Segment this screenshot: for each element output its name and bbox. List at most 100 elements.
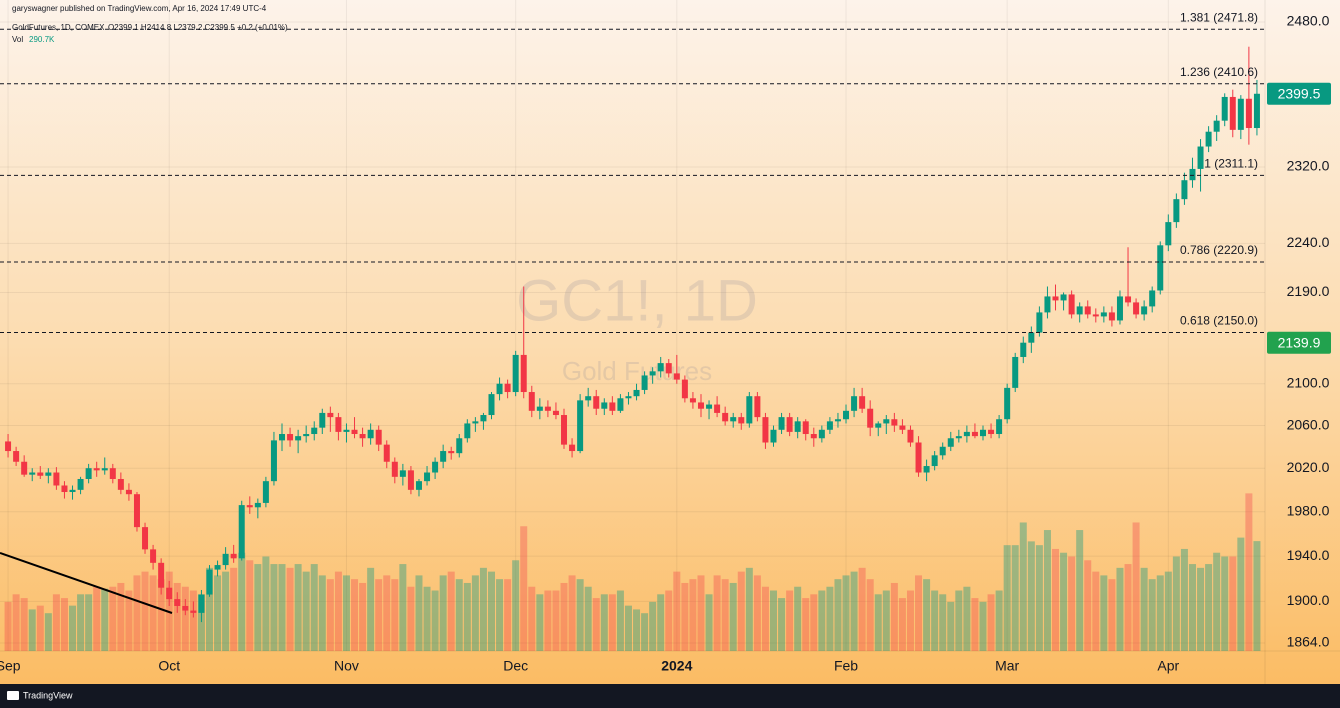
fib-label: 0.786 (2220.9) — [1180, 243, 1258, 257]
volume-bar — [181, 586, 189, 651]
volume-bar — [455, 579, 463, 651]
candle-body — [1149, 290, 1156, 307]
candle-body — [585, 396, 592, 401]
volume-bar — [1100, 575, 1108, 651]
axis-layer: 1864.0 1900.0 1940.0 1980.0 2020.0 2060.0 2100… — [0, 0, 1340, 684]
volume-bar — [238, 552, 246, 651]
volume-bar — [20, 598, 28, 651]
candle-body — [1165, 222, 1172, 246]
volume-bar — [342, 575, 350, 651]
candle-body — [150, 549, 157, 563]
volume-bar — [874, 594, 882, 651]
candle-body — [746, 396, 753, 424]
volume-bar — [197, 594, 205, 651]
volume-bar — [689, 579, 697, 651]
candle-body — [13, 451, 20, 462]
volume-bar — [286, 567, 294, 651]
candle-body — [1245, 98, 1252, 129]
candle-body — [1020, 342, 1027, 357]
volume-bar — [367, 567, 375, 651]
volume-bar — [971, 598, 979, 651]
candle-body — [407, 470, 414, 490]
candle-body — [577, 400, 584, 452]
volume-bar — [1092, 571, 1100, 651]
candle-body — [1173, 199, 1180, 223]
volume-bar — [834, 579, 842, 651]
volume-bar — [681, 582, 689, 651]
candle-body — [432, 461, 439, 473]
watermark-symbol: GC1!, 1D — [516, 268, 758, 333]
volume-bar — [641, 613, 649, 651]
volume-bar — [479, 567, 487, 651]
candle-body — [810, 434, 817, 439]
candle-body — [399, 470, 406, 477]
volume-bar — [1221, 556, 1229, 651]
x-tick-label: Oct — [158, 658, 180, 674]
candle-body — [770, 429, 777, 443]
volume-bar — [1060, 552, 1068, 651]
volume-bar — [649, 601, 657, 651]
volume-bar — [407, 586, 415, 651]
y-tick-label: 1980.0 — [1287, 502, 1330, 518]
volume-bar — [552, 590, 560, 651]
fib-label: 1.236 (2410.6) — [1180, 65, 1258, 79]
volume-bar — [447, 571, 455, 651]
candle-body — [295, 436, 302, 441]
volume-bar — [729, 582, 737, 651]
candle-body — [988, 429, 995, 435]
volume-bar — [133, 575, 141, 651]
candle-body — [262, 481, 269, 503]
volume-bar — [141, 571, 149, 651]
volume-bar — [955, 590, 963, 651]
x-tick-label: Dec — [503, 658, 528, 674]
candle-body — [939, 446, 946, 456]
volume-bar — [334, 571, 342, 651]
volume-bar — [4, 601, 12, 651]
candle-body — [625, 396, 632, 399]
candle-body — [109, 468, 116, 479]
fib-label: 1.381 (2471.8) — [1180, 10, 1258, 24]
volume-bar — [721, 579, 729, 651]
volume-bar — [1213, 552, 1221, 651]
volume-bar — [665, 590, 673, 651]
candle-body — [125, 489, 132, 495]
candle-body — [971, 431, 978, 437]
volume-bar — [963, 586, 971, 651]
candle-body — [794, 421, 801, 432]
candle-body — [1197, 146, 1204, 169]
candle-body — [609, 402, 616, 411]
volume-bar — [1148, 579, 1156, 651]
candle-body — [1116, 296, 1123, 321]
candle-body — [1229, 96, 1236, 130]
candle-body — [21, 461, 28, 475]
candle-body — [528, 392, 535, 411]
volume-bar — [391, 579, 399, 651]
volume-bar — [786, 590, 794, 651]
x-tick-label: Apr — [1157, 658, 1179, 674]
candle-body — [440, 451, 447, 462]
candle-body — [673, 373, 680, 380]
legend-volume-label: Vol — [12, 35, 23, 44]
volume-bar — [931, 590, 939, 651]
candle-body — [762, 417, 769, 443]
candle-body — [375, 429, 382, 445]
candle-body — [415, 481, 422, 490]
candle-body — [1068, 294, 1075, 315]
candle-body — [826, 421, 833, 430]
candle-body — [681, 379, 688, 399]
y-tick-label: 2190.0 — [1287, 283, 1330, 299]
volume-bar — [536, 594, 544, 651]
y-tick-label: 1900.0 — [1287, 592, 1330, 608]
volume-bar — [1237, 537, 1245, 651]
candle-body — [45, 472, 52, 476]
volume-bar — [737, 571, 745, 651]
candle-body — [117, 478, 124, 490]
candle-body — [1108, 312, 1115, 321]
volume-bar — [254, 564, 262, 651]
candle-body — [270, 440, 277, 482]
y-tick-label: 2020.0 — [1287, 459, 1330, 475]
volume-bar — [1019, 522, 1027, 651]
volume-bar — [939, 594, 947, 651]
candle-body — [923, 466, 930, 473]
